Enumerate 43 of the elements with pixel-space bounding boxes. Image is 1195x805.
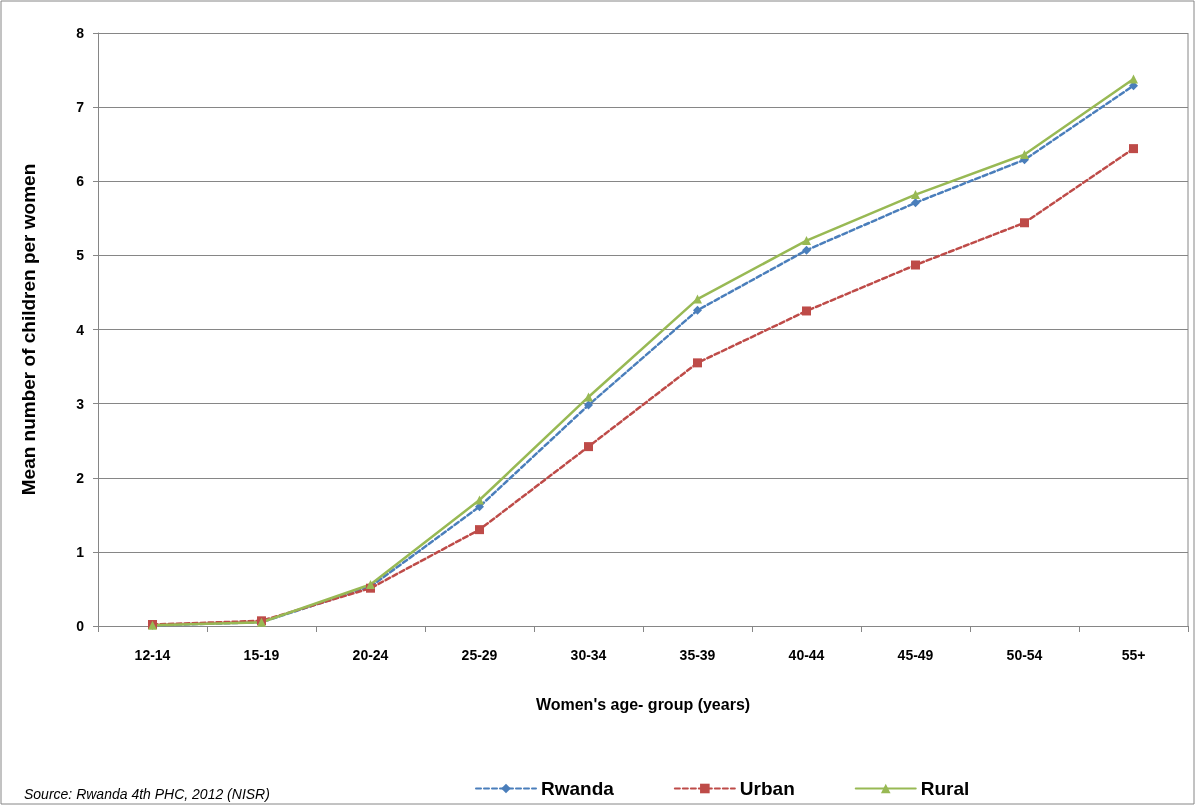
point [911, 198, 920, 208]
point [802, 306, 811, 316]
x-tick-label: 55+ [1121, 647, 1146, 663]
point [911, 260, 920, 270]
x-tick-label: 35-39 [679, 647, 716, 663]
point [1129, 74, 1138, 84]
y-tick-label: 1 [76, 543, 85, 560]
point [911, 190, 920, 200]
x-tick-label: 50-54 [1006, 647, 1043, 663]
x-tick-label: 45-49 [897, 647, 934, 663]
x-tick-label: 15-19 [243, 647, 280, 663]
source-note: Source: Rwanda 4th PHC, 2012 (NISR) [24, 786, 270, 802]
point [802, 245, 811, 255]
point [1020, 150, 1029, 160]
y-tick-label: 7 [76, 99, 85, 116]
point [693, 305, 702, 315]
y-tick-label: 5 [76, 247, 85, 264]
point [693, 294, 702, 304]
y-tick-label: 3 [76, 395, 85, 412]
legend-label: Urban [739, 778, 795, 799]
point [584, 400, 593, 410]
point [475, 495, 484, 505]
point [584, 442, 593, 452]
point [475, 525, 484, 535]
x-tick-label: 40-44 [788, 647, 825, 663]
x-tick-label: 30-34 [570, 647, 607, 663]
x-axis-title: Women's age- group (years) [535, 695, 751, 713]
point [584, 392, 593, 402]
x-tick-label: 12-14 [134, 647, 171, 663]
x-tick-label: 25-29 [461, 647, 498, 663]
y-tick-label: 2 [76, 469, 85, 486]
x-tick-label: 20-24 [352, 647, 389, 663]
legend-label: Rural [920, 778, 970, 799]
y-tick-label: 6 [76, 173, 85, 190]
point [1129, 144, 1138, 154]
y-tick-label: 8 [76, 25, 85, 41]
point [802, 236, 811, 246]
point [693, 358, 702, 368]
y-axis-title: Mean number of children per women [18, 163, 39, 496]
point [1020, 218, 1029, 228]
legend-label: Rwanda [541, 778, 615, 799]
y-tick-label: 0 [76, 618, 85, 634]
y-tick-label: 4 [76, 321, 85, 338]
